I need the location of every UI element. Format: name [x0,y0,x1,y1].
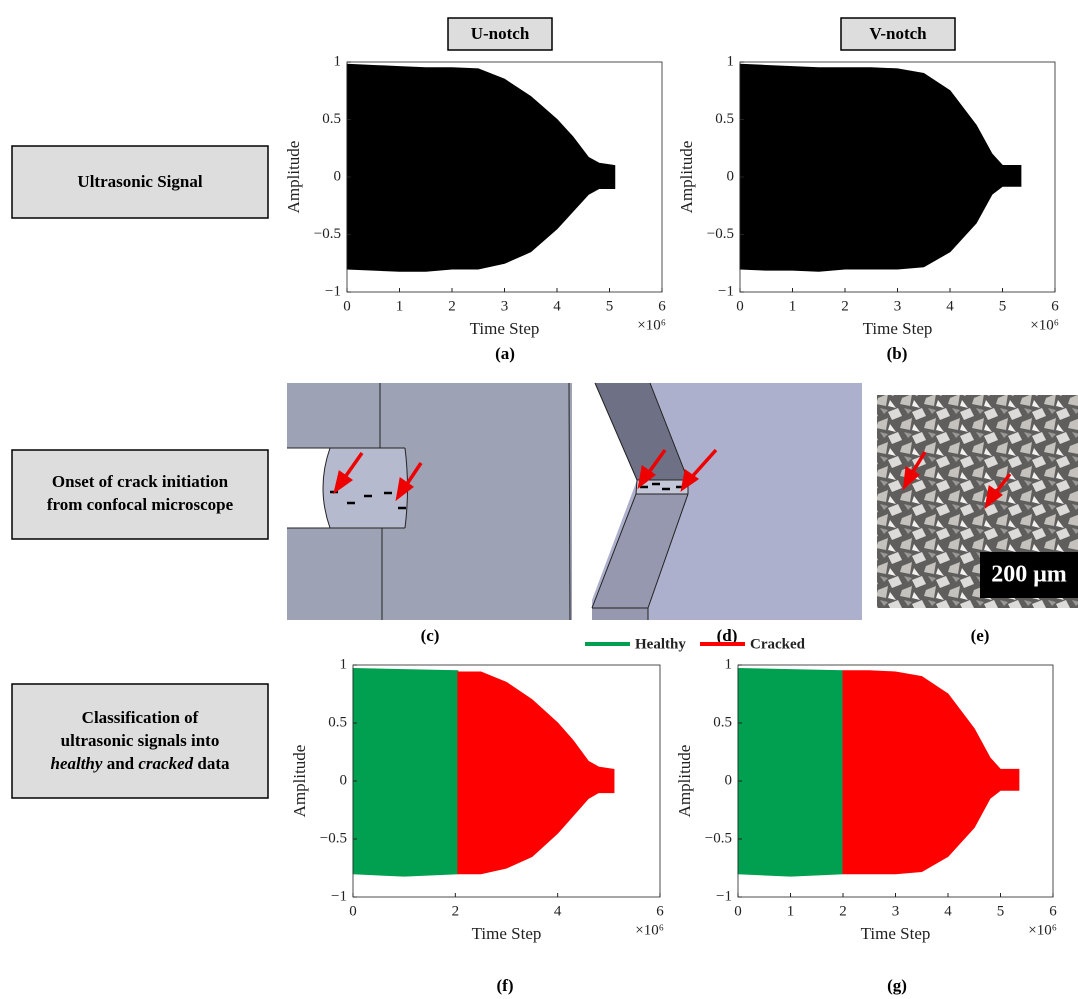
row-label: Onset of crack initiation [52,472,229,491]
y-tick-label: 0.5 [713,714,732,730]
legend-label: Cracked [750,636,806,652]
y-tick-label: 1 [334,53,342,69]
row-label: healthy and cracked data [50,754,230,773]
panel-label: (b) [887,344,908,363]
x-tick-label: 0 [736,298,744,314]
header: V-notch [869,24,927,43]
row-label: Classification of [82,708,199,727]
x-tick-label: 3 [892,903,900,919]
x-axis-label: Time Step [863,319,933,338]
x-tick-label: 5 [999,298,1007,314]
y-tick-label: −0.5 [707,226,734,242]
y-axis-label: Amplitude [290,745,309,818]
y-tick-label: 0 [334,168,342,184]
x-axis-label: Time Step [861,924,931,943]
row-label-part: data [197,754,230,773]
signal-envelope [843,671,1019,874]
header: U-notch [471,24,530,43]
x-tick-label: 6 [1051,298,1059,314]
signal-envelope [738,668,843,876]
figure: U-notch V-notch Ultrasonic Signal Onset … [0,0,1078,999]
legend-label: Healthy [635,636,686,652]
x-tick-label: 1 [396,298,404,314]
x-tick-label: 0 [734,903,742,919]
y-axis-label: Amplitude [675,745,694,818]
x-tick-label: 5 [606,298,614,314]
x-tick-label: 3 [894,298,902,314]
signal-envelope [353,668,458,876]
y-tick-label: 0.5 [322,111,341,127]
row-label: ultrasonic signals into [61,731,220,750]
x-tick-label: 2 [841,298,849,314]
x-tick-label: 2 [448,298,456,314]
panel-label: (g) [887,976,907,995]
y-tick-label: −0.5 [320,830,347,846]
y-tick-label: −1 [716,888,732,904]
y-tick-label: −1 [325,283,341,299]
x-tick-label: 4 [554,903,562,919]
x-tick-label: 2 [839,903,847,919]
x-tick-label: 4 [553,298,561,314]
panel-label: (e) [971,626,990,645]
panel-label: (c) [421,626,440,645]
x-tick-label: 6 [1049,903,1057,919]
y-tick-label: −1 [331,888,347,904]
x-axis-label: Time Step [472,924,542,943]
x-multiplier: ×10⁶ [1030,317,1059,333]
y-tick-label: 0 [340,772,348,788]
y-tick-label: −0.5 [705,830,732,846]
row-label: Ultrasonic Signal [77,172,202,191]
signal-envelope [347,64,615,271]
y-tick-label: 1 [340,656,348,672]
row-label-part: cracked [138,754,193,773]
x-tick-label: 6 [658,298,666,314]
x-tick-label: 4 [946,298,954,314]
x-tick-label: 1 [789,298,797,314]
y-tick-label: 1 [727,53,735,69]
x-tick-label: 3 [501,298,509,314]
y-tick-label: 0 [725,772,733,788]
y-tick-label: 0 [727,168,735,184]
row-label: from confocal microscope [47,495,234,514]
y-tick-label: 1 [725,656,733,672]
u-notch-render [287,383,572,620]
x-multiplier: ×10⁶ [635,922,664,938]
signal-envelope [740,64,1021,271]
y-tick-label: 0.5 [715,111,734,127]
x-tick-label: 6 [656,903,664,919]
scale-bar-label: 200 μm [991,562,1067,588]
x-multiplier: ×10⁶ [1028,922,1057,938]
y-tick-label: 0.5 [328,714,347,730]
x-tick-label: 2 [452,903,460,919]
signal-envelope [458,672,614,874]
x-tick-label: 0 [349,903,357,919]
v-notch-render [592,383,862,620]
panel-label: (f) [497,976,514,995]
x-tick-label: 0 [343,298,351,314]
x-tick-label: 5 [997,903,1005,919]
y-tick-label: −1 [718,283,734,299]
row-label-part: healthy [50,754,102,773]
x-multiplier: ×10⁶ [637,317,666,333]
y-axis-label: Amplitude [284,141,303,214]
x-tick-label: 1 [787,903,795,919]
x-axis-label: Time Step [470,319,540,338]
y-axis-label: Amplitude [677,141,696,214]
y-tick-label: −0.5 [314,226,341,242]
row-label-part: and [107,754,135,773]
panel-label: (a) [495,344,515,363]
x-tick-label: 4 [944,903,952,919]
